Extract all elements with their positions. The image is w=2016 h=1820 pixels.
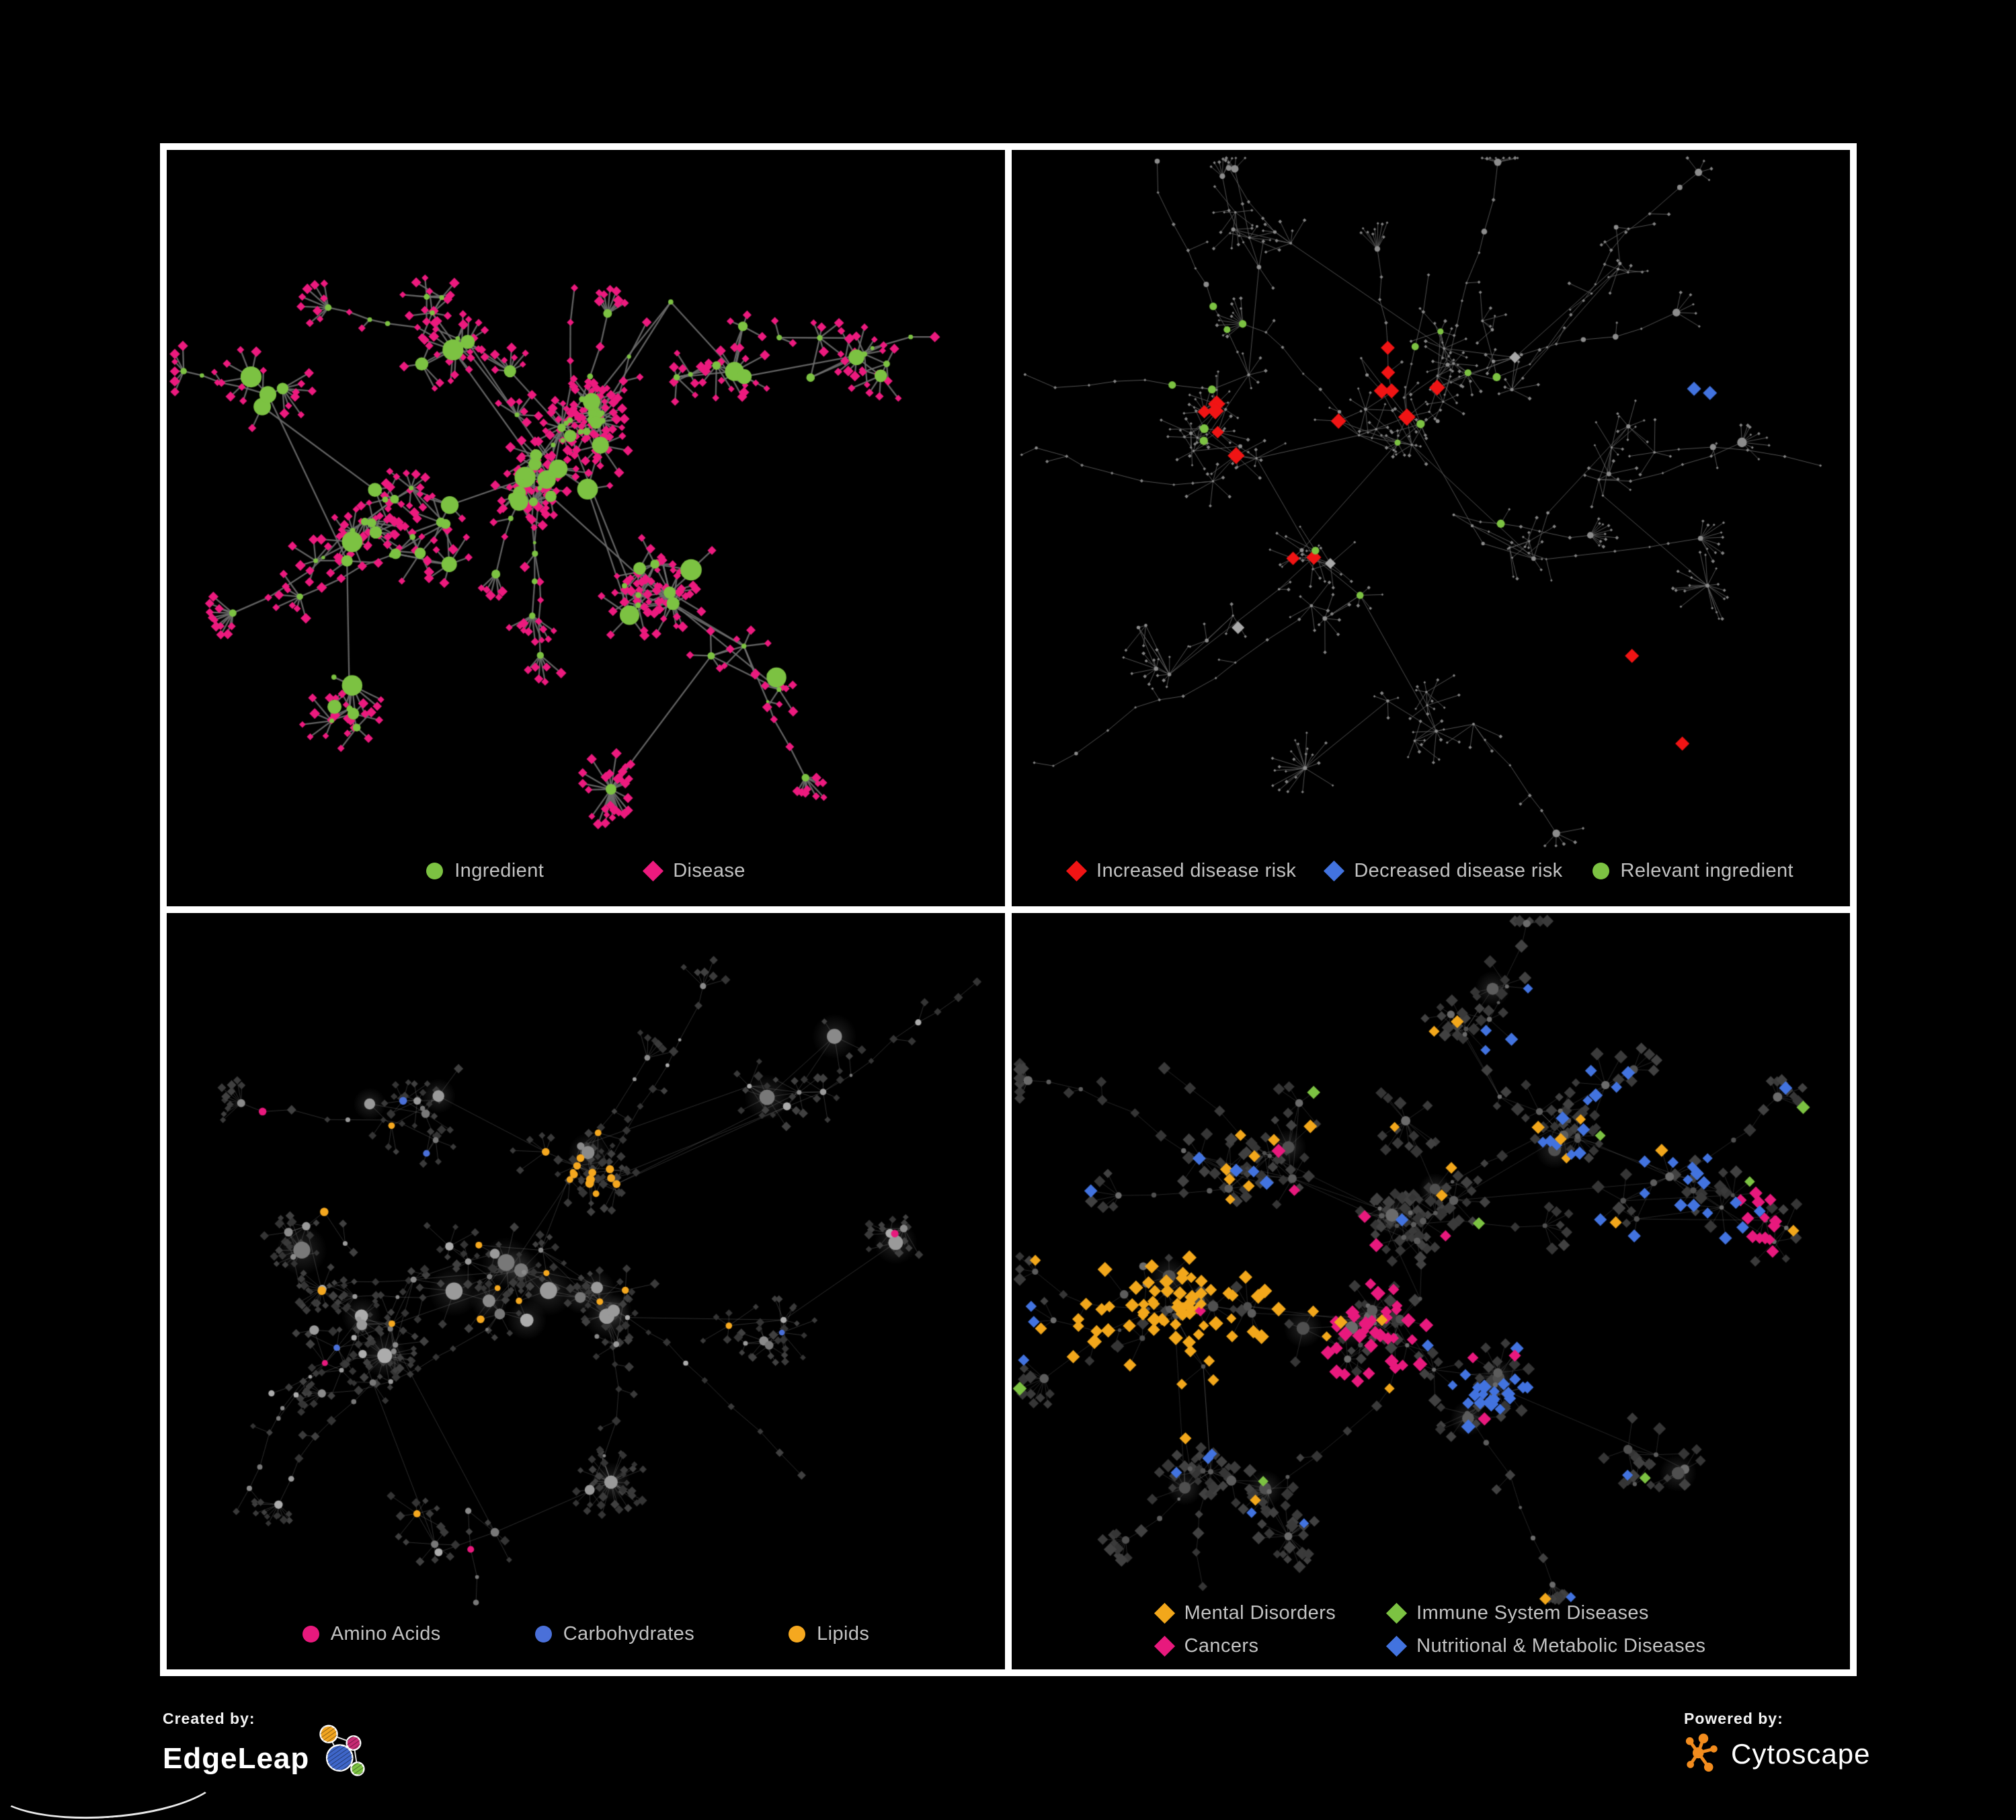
legend-ingredient-disease: Ingredient Disease — [167, 860, 1005, 882]
edgeleap-network-icon — [319, 1725, 365, 1776]
edgeleap-logo: EdgeLeap — [163, 1725, 372, 1786]
legend-item-relevant-ingredient: Relevant ingredient — [1592, 860, 1793, 882]
panel-disease-risk: Increased disease risk Decreased disease… — [1012, 150, 1850, 906]
legend-item-lipids: Lipids — [789, 1623, 869, 1645]
edgeleap-logo-text: EdgeLeap — [163, 1742, 310, 1775]
created-by-label: Created by: — [163, 1710, 255, 1727]
legend-item-disease: Disease — [643, 860, 745, 882]
legend-label-mental-disorders: Mental Disorders — [1184, 1602, 1336, 1624]
legend-disease-risk: Increased disease risk Decreased disease… — [1012, 860, 1850, 882]
increased-risk-diamond-icon — [1065, 860, 1088, 882]
cytoscape-network-icon — [1685, 1733, 1718, 1772]
cytoscape-credit: Powered by: Cytoscape — [1684, 1710, 1870, 1775]
legend-item-immune-diseases: Immune System Diseases — [1386, 1602, 1705, 1624]
legend-label-nutritional-metabolic: Nutritional & Metabolic Diseases — [1416, 1635, 1706, 1657]
legend-item-mental-disorders: Mental Disorders — [1154, 1602, 1336, 1624]
network-canvas-disease-categories — [1012, 913, 1850, 1669]
legend-item-ingredient: Ingredient — [426, 860, 544, 882]
legend-label-lipids: Lipids — [817, 1623, 870, 1645]
panel-ingredient-classes: Amino Acids Carbohydrates Lipids — [167, 913, 1005, 1669]
legend-disease-categories: Mental Disorders Immune System Diseases … — [1012, 1602, 1850, 1657]
legend-item-nutritional-metabolic: Nutritional & Metabolic Diseases — [1386, 1635, 1706, 1657]
disease-diamond-icon — [643, 860, 664, 882]
nutritional-metabolic-diamond-icon — [1386, 1635, 1408, 1657]
panels-frame: Ingredient Disease Increased disease ris… — [160, 143, 1857, 1676]
legend-label-immune-diseases: Immune System Diseases — [1416, 1602, 1649, 1624]
cancers-diamond-icon — [1154, 1635, 1175, 1657]
legend-item-amino-acids: Amino Acids — [302, 1623, 441, 1645]
mental-disorders-diamond-icon — [1154, 1602, 1175, 1624]
legend-label-decreased-risk: Decreased disease risk — [1354, 860, 1563, 881]
cytoscape-logo-text: Cytoscape — [1731, 1738, 1871, 1770]
legend-item-carbohydrates: Carbohydrates — [534, 1623, 695, 1645]
legend-label-cancers: Cancers — [1184, 1635, 1259, 1657]
legend-label-ingredient: Ingredient — [454, 860, 545, 881]
immune-diseases-diamond-icon — [1386, 1602, 1408, 1624]
amino-acids-circle-icon — [302, 1626, 319, 1643]
network-canvas-ingredient-classes — [167, 913, 1005, 1669]
legend-label-relevant-ingredient: Relevant ingredient — [1620, 860, 1794, 881]
powered-by-label: Powered by: — [1684, 1710, 1783, 1727]
legend-item-cancers: Cancers — [1154, 1635, 1336, 1657]
legend-label-amino-acids: Amino Acids — [330, 1623, 441, 1645]
edgeleap-credit: Created by: EdgeLeap — [163, 1710, 372, 1786]
network-canvas-disease-risk — [1012, 150, 1850, 906]
panel-ingredient-disease: Ingredient Disease — [167, 150, 1005, 906]
carbohydrates-circle-icon — [534, 1626, 552, 1643]
legend-item-decreased-risk: Decreased disease risk — [1324, 860, 1563, 882]
legend-label-increased-risk: Increased disease risk — [1096, 860, 1297, 881]
legend-label-disease: Disease — [673, 860, 745, 881]
ingredient-circle-icon — [426, 863, 444, 879]
legend-label-carbohydrates: Carbohydrates — [563, 1623, 695, 1645]
decreased-risk-diamond-icon — [1324, 860, 1345, 882]
lipids-circle-icon — [789, 1626, 806, 1643]
network-canvas-ingredient-disease — [167, 150, 1005, 906]
panel-disease-categories: Mental Disorders Immune System Diseases … — [1012, 913, 1850, 1669]
relevant-ingredient-circle-icon — [1592, 863, 1609, 879]
legend-item-increased-risk: Increased disease risk — [1065, 860, 1297, 882]
cytoscape-logo: Cytoscape — [1684, 1733, 1870, 1775]
legend-ingredient-classes: Amino Acids Carbohydrates Lipids — [167, 1623, 1005, 1645]
